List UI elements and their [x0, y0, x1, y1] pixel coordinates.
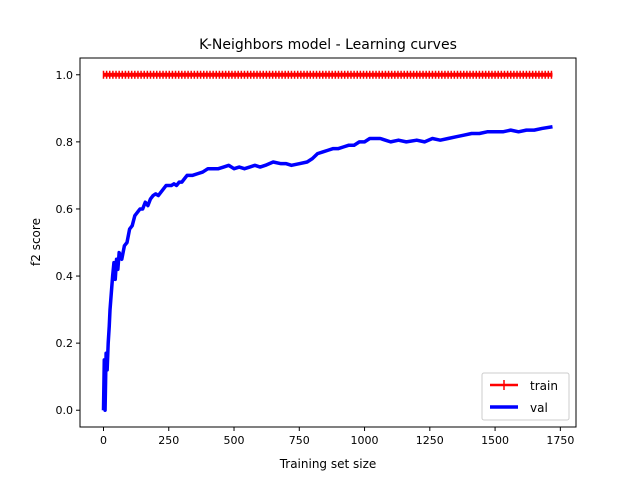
x-tick-label: 1000 [351, 434, 379, 447]
y-tick-label: 0.2 [56, 337, 74, 350]
y-axis-label: f2 score [29, 218, 43, 266]
x-tick-label: 1500 [481, 434, 509, 447]
legend-train-label: train [530, 379, 558, 393]
y-tick-label: 0.8 [56, 136, 74, 149]
plot-area [101, 70, 553, 412]
legend-val-label: val [530, 401, 548, 415]
x-tick-label: 250 [158, 434, 179, 447]
y-tick-label: 0.6 [56, 203, 74, 216]
x-tick-label: 0 [100, 434, 107, 447]
y-tick-label: 1.0 [56, 69, 74, 82]
x-axis-label: Training set size [279, 457, 377, 471]
legend: train val [481, 372, 570, 421]
x-tick-label: 1250 [416, 434, 444, 447]
x-tick-label: 750 [289, 434, 310, 447]
x-tick-label: 500 [224, 434, 245, 447]
y-tick-label: 0.4 [56, 270, 74, 283]
y-tick-label: 0.0 [56, 404, 74, 417]
chart-title: K-Neighbors model - Learning curves [199, 37, 457, 53]
axes-frame [79, 57, 577, 428]
axis-ticks: 0 250 500 750 1000 1250 1500 1750 0.0 0.2 0.4 0.6 0.… [56, 69, 575, 447]
val-series-line [101, 125, 553, 412]
x-tick-label: 1750 [546, 434, 574, 447]
